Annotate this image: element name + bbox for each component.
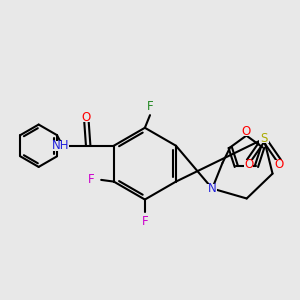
Text: S: S bbox=[260, 132, 268, 145]
Bar bbox=[242, 127, 251, 136]
Bar bbox=[274, 160, 284, 169]
Bar bbox=[244, 160, 253, 169]
Text: N: N bbox=[208, 182, 217, 195]
Bar bbox=[145, 102, 155, 111]
Bar bbox=[52, 141, 69, 151]
Text: O: O bbox=[242, 125, 251, 138]
Text: O: O bbox=[82, 111, 91, 124]
Text: F: F bbox=[147, 100, 153, 113]
Text: NH: NH bbox=[52, 139, 70, 152]
Text: O: O bbox=[244, 158, 253, 171]
Text: F: F bbox=[88, 173, 95, 186]
Bar bbox=[140, 217, 150, 226]
Bar bbox=[207, 184, 217, 193]
Bar bbox=[87, 176, 96, 184]
Text: F: F bbox=[142, 214, 148, 228]
Text: O: O bbox=[275, 158, 284, 171]
Bar bbox=[81, 112, 92, 122]
Bar bbox=[259, 134, 269, 143]
